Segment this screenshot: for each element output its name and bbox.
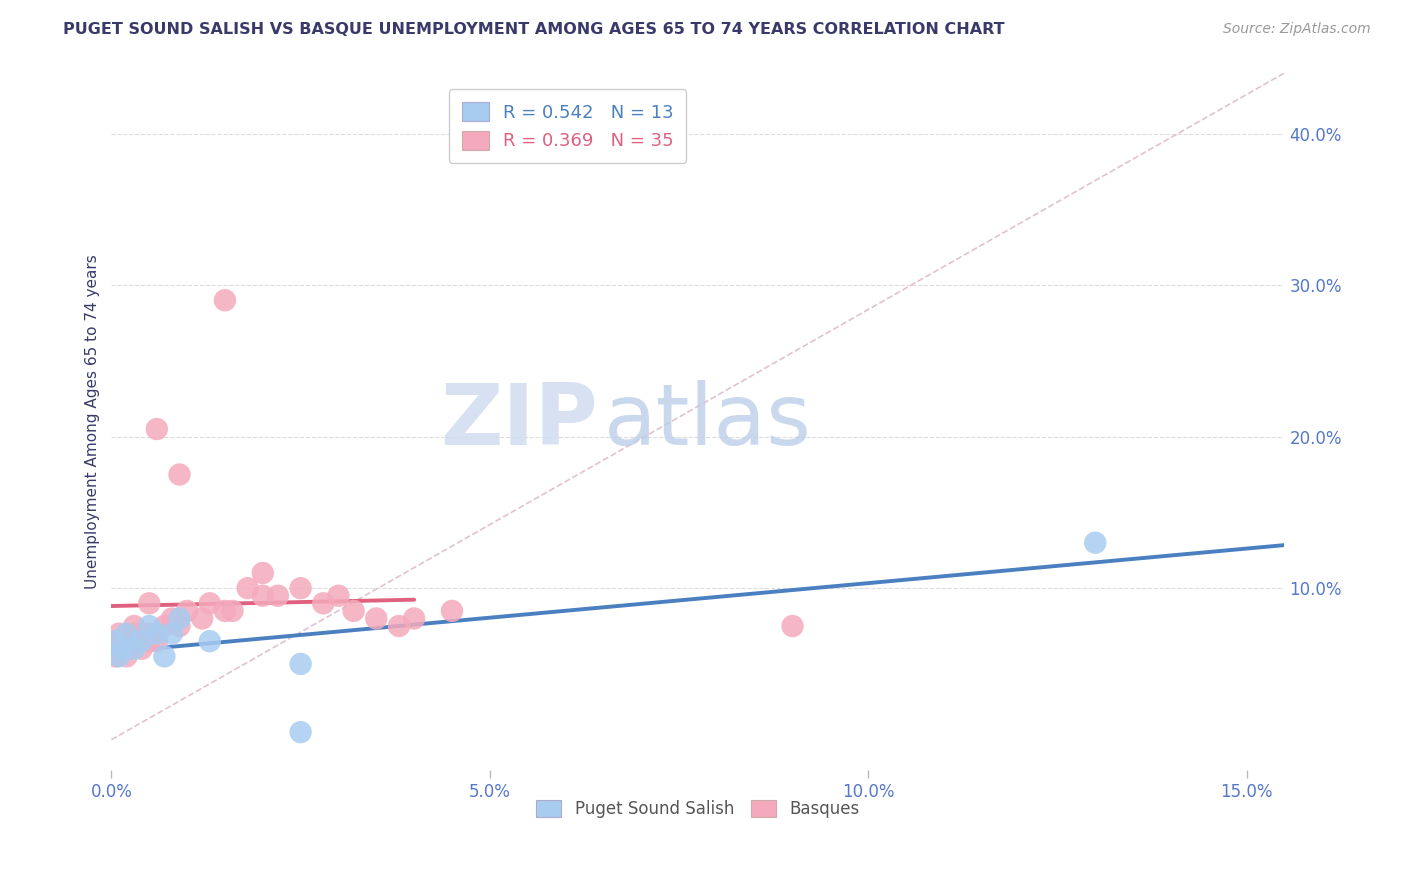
Point xyxy=(122,641,145,656)
Point xyxy=(115,626,138,640)
Point xyxy=(290,725,312,739)
Point xyxy=(115,649,138,664)
Point xyxy=(146,626,169,640)
Point xyxy=(160,626,183,640)
Point xyxy=(267,589,290,603)
Legend: Puget Sound Salish, Basques: Puget Sound Salish, Basques xyxy=(530,793,866,824)
Point xyxy=(169,619,191,633)
Point xyxy=(221,604,243,618)
Point xyxy=(104,649,127,664)
Point xyxy=(1084,535,1107,549)
Point xyxy=(169,611,191,625)
Point xyxy=(342,604,364,618)
Y-axis label: Unemployment Among Ages 65 to 74 years: Unemployment Among Ages 65 to 74 years xyxy=(86,254,100,589)
Point xyxy=(252,589,274,603)
Point xyxy=(146,422,169,436)
Point xyxy=(115,634,138,648)
Point xyxy=(252,566,274,580)
Point xyxy=(108,634,131,648)
Point xyxy=(312,596,335,610)
Point xyxy=(103,641,125,656)
Point xyxy=(111,641,134,656)
Text: atlas: atlas xyxy=(605,380,813,463)
Point xyxy=(108,626,131,640)
Point xyxy=(138,634,160,648)
Point xyxy=(169,467,191,482)
Point xyxy=(404,611,426,625)
Point xyxy=(198,596,221,610)
Point xyxy=(138,619,160,633)
Text: ZIP: ZIP xyxy=(440,380,598,463)
Point xyxy=(328,589,350,603)
Point xyxy=(191,611,214,625)
Point xyxy=(290,581,312,595)
Point xyxy=(782,619,804,633)
Point xyxy=(108,649,131,664)
Point xyxy=(214,604,236,618)
Point xyxy=(131,634,153,648)
Point xyxy=(198,634,221,648)
Point xyxy=(122,626,145,640)
Point xyxy=(160,611,183,625)
Point xyxy=(122,619,145,633)
Point xyxy=(236,581,259,595)
Point xyxy=(131,641,153,656)
Point xyxy=(153,619,176,633)
Point xyxy=(290,657,312,671)
Point xyxy=(388,619,411,633)
Point xyxy=(440,604,463,618)
Point xyxy=(214,293,236,308)
Point xyxy=(138,596,160,610)
Point xyxy=(366,611,388,625)
Point xyxy=(153,649,176,664)
Point xyxy=(176,604,198,618)
Text: PUGET SOUND SALISH VS BASQUE UNEMPLOYMENT AMONG AGES 65 TO 74 YEARS CORRELATION : PUGET SOUND SALISH VS BASQUE UNEMPLOYMEN… xyxy=(63,22,1005,37)
Text: Source: ZipAtlas.com: Source: ZipAtlas.com xyxy=(1223,22,1371,37)
Point xyxy=(146,634,169,648)
Point xyxy=(104,634,127,648)
Point xyxy=(138,626,160,640)
Point xyxy=(111,641,134,656)
